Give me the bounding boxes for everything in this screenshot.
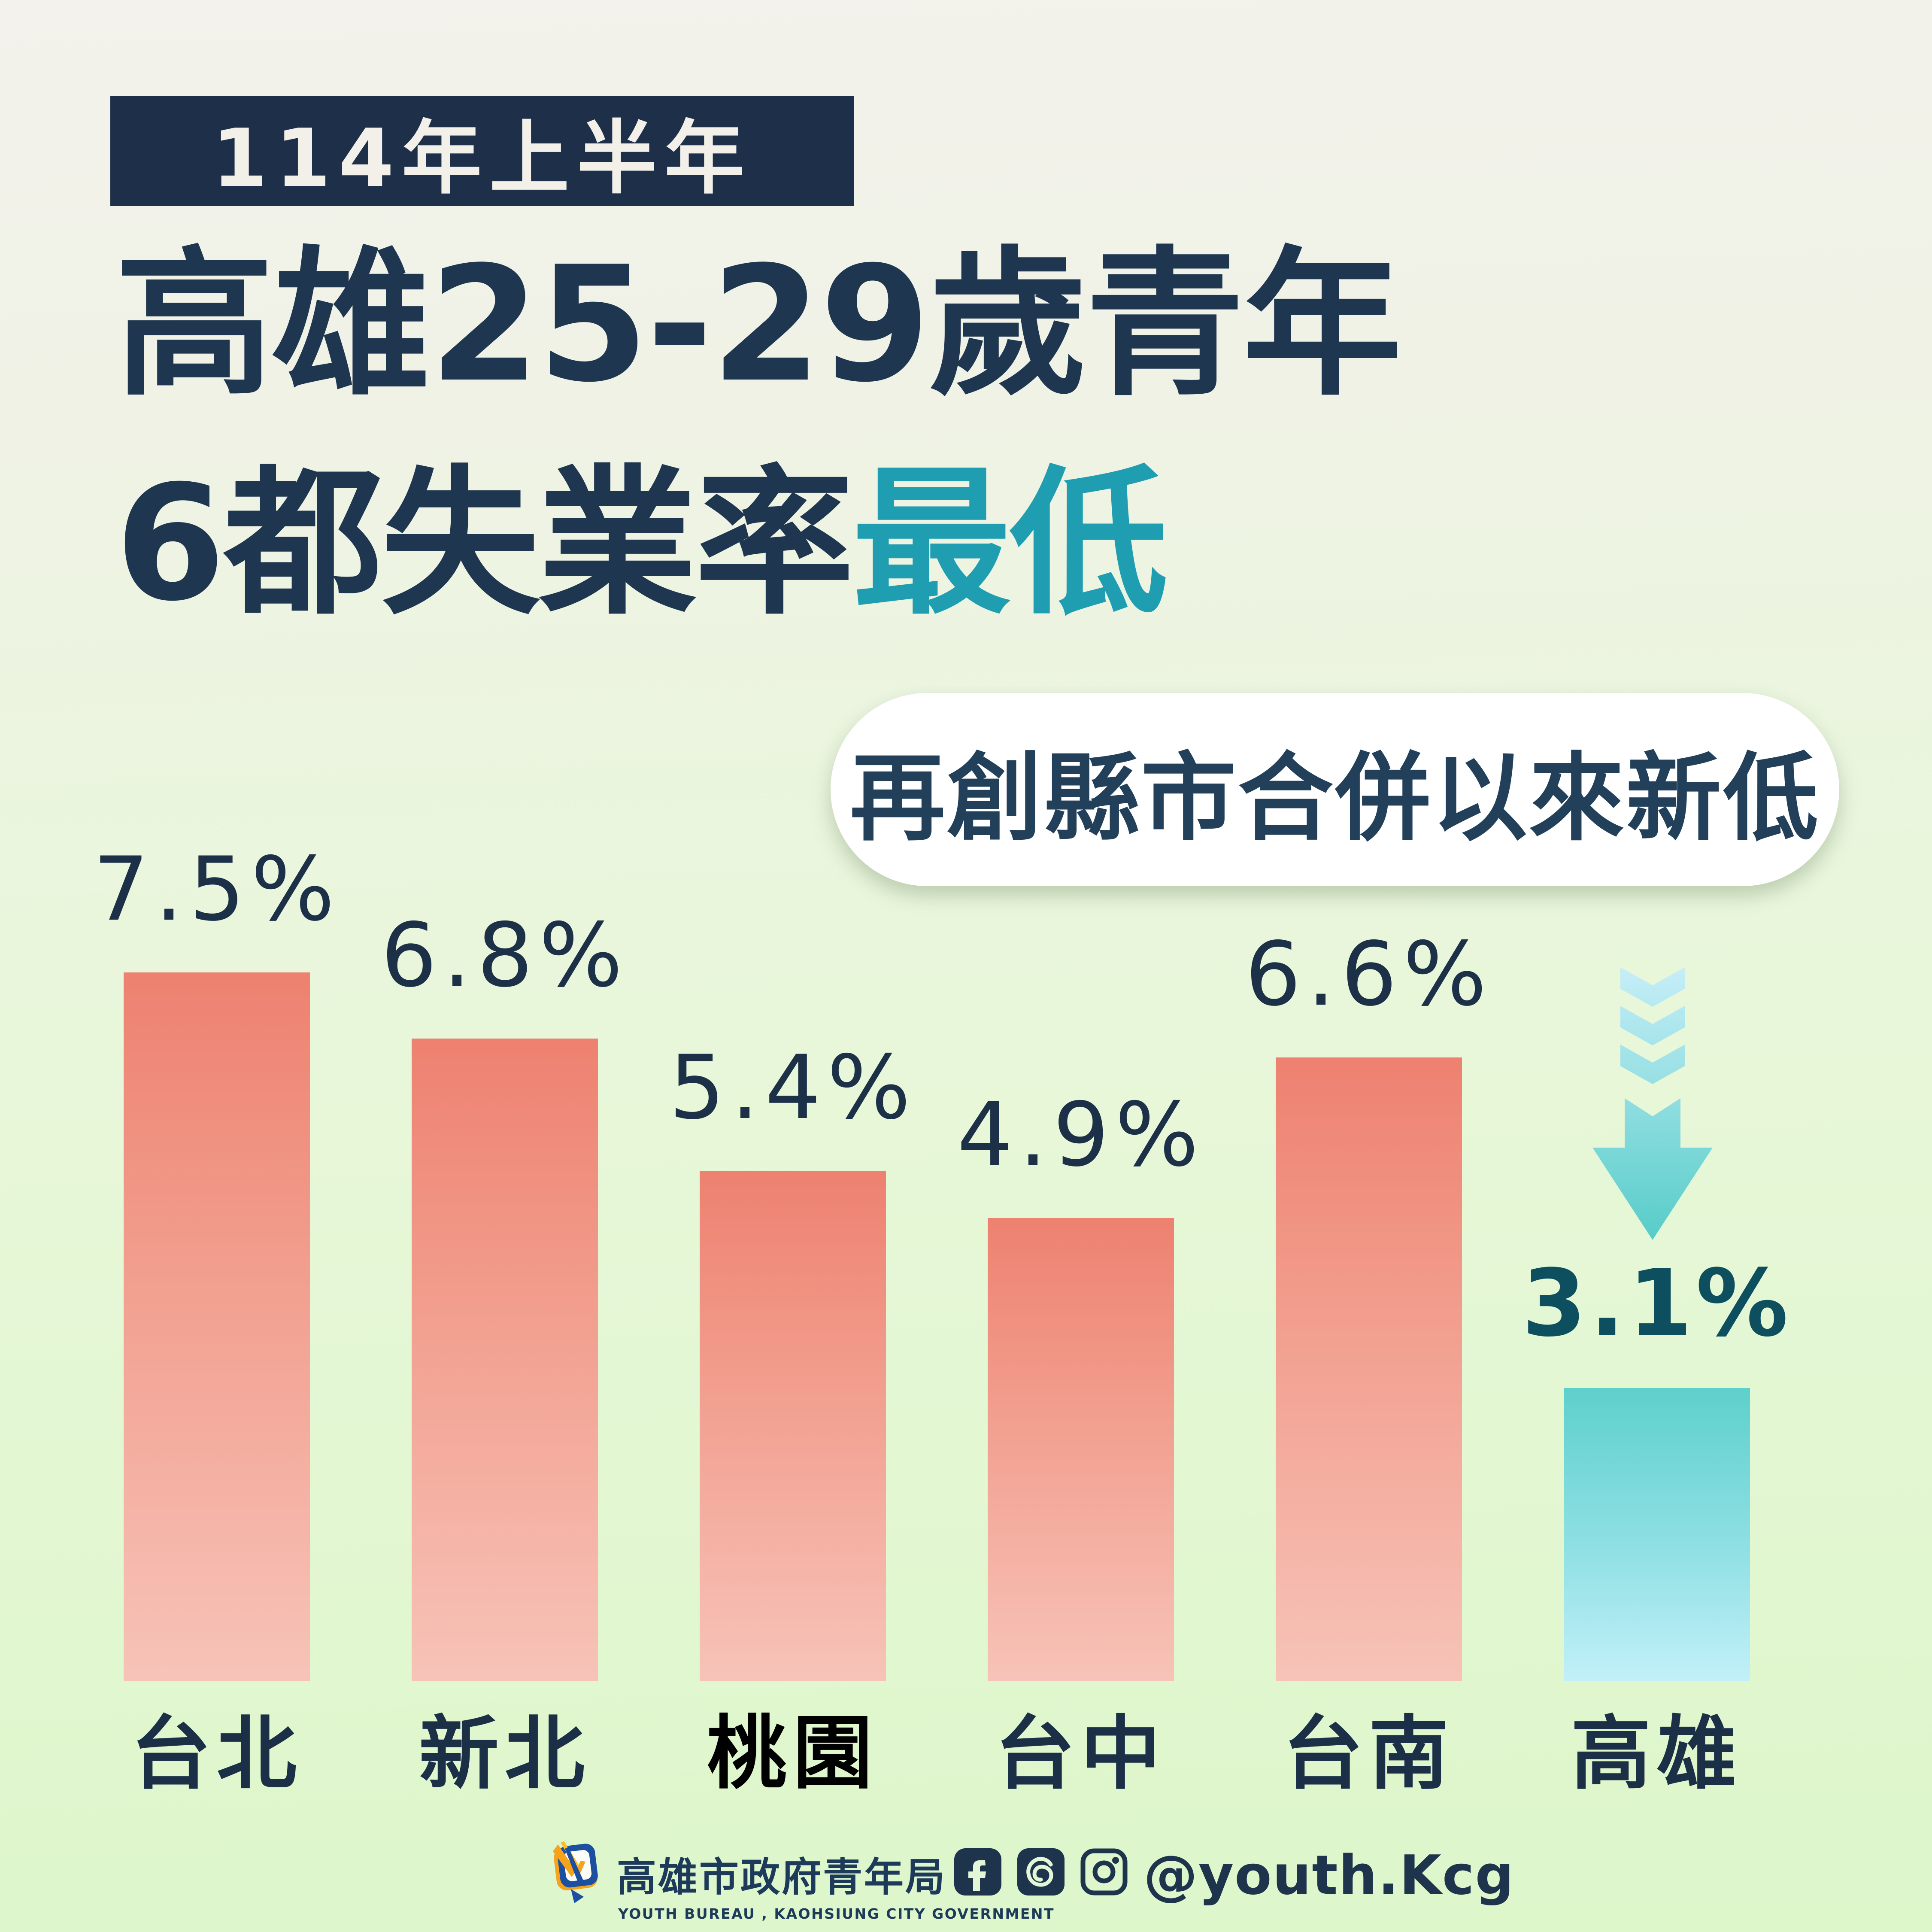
city-label-新北: 新北 (419, 1707, 591, 1800)
org-name: 高雄市政府青年局 (617, 1854, 947, 1900)
chart-bar-台中 (988, 1218, 1174, 1681)
org-name-en: YOUTH BUREAU , KAOHSIUNG CITY GOVERNMENT (618, 1905, 1055, 1922)
city-label-台南: 台南 (1283, 1707, 1455, 1800)
year-badge-label: 114年上半年 (212, 112, 752, 205)
page-title-line1: 高雄25-29歲青年 (115, 233, 1401, 417)
city-label-桃園: 桃園 (707, 1709, 879, 1798)
value-label-新北: 6.8% (381, 905, 629, 1007)
social-handle: @youth.Kcg (1143, 1844, 1515, 1907)
chart-bar-台南 (1276, 1057, 1462, 1681)
chart-bar-台北 (124, 972, 310, 1681)
triple-chevron-down-arrow-icon (1592, 967, 1713, 1240)
year-badge: 114年上半年 (110, 96, 854, 206)
page-title-line2-normal: 6都失業率 (115, 452, 854, 636)
city-label-高雄: 高雄 (1571, 1707, 1743, 1800)
value-label-台中: 4.9% (957, 1084, 1205, 1186)
chart-bar-桃園 (700, 1171, 886, 1681)
callout-text: 再創縣市合併以來新低 (850, 743, 1820, 854)
facebook-icon (954, 1848, 1001, 1896)
value-label-高雄: 3.1% (1522, 1249, 1792, 1357)
youth-bureau-logo (553, 1841, 598, 1903)
chart-bar-高雄 (1564, 1388, 1750, 1681)
callout-pill: 再創縣市合併以來新低 (831, 693, 1839, 886)
page-title-line2-accent: 最低 (852, 452, 1168, 636)
page-title-line2: 6都失業率最低 (115, 465, 1168, 623)
city-label-台中: 台中 (995, 1707, 1167, 1800)
threads-icon (1017, 1848, 1065, 1896)
bar-chart: 7.5% 台北 6.8% 新北 5.4% 桃園 4.9% 台中 6.6% 台南 3.1% 高雄 (0, 816, 1932, 1846)
value-label-台南: 6.6% (1245, 923, 1493, 1026)
value-label-台北: 7.5% (93, 838, 341, 941)
chart-bar-新北 (412, 1039, 598, 1681)
city-label-台北: 台北 (130, 1707, 303, 1800)
value-label-桃園: 5.4% (669, 1037, 917, 1139)
instagram-icon (1080, 1848, 1128, 1896)
